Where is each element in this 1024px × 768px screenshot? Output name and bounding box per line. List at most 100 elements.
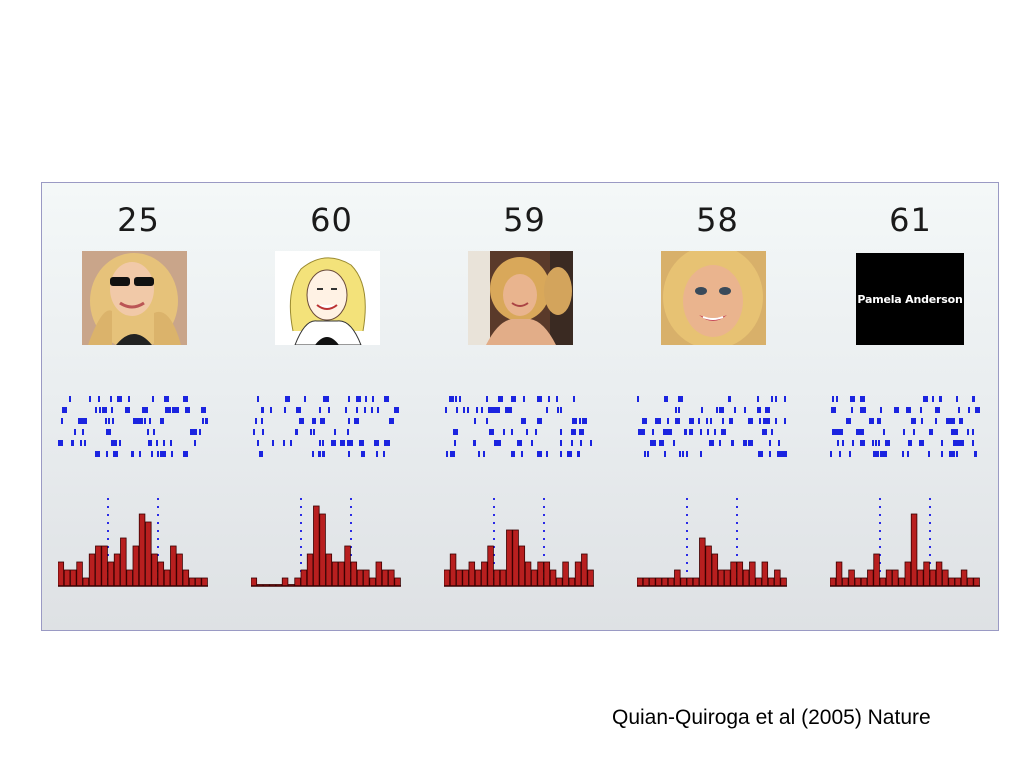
spike-tick <box>719 440 721 446</box>
histogram-bar <box>120 537 127 587</box>
spike-tick <box>675 418 680 424</box>
spike-tick <box>953 429 955 435</box>
spike-tick <box>259 451 261 457</box>
spike-tick <box>374 440 376 446</box>
spike-tick <box>851 407 853 413</box>
spike-tick <box>490 407 492 413</box>
histogram-bar <box>842 577 849 587</box>
spike-tick <box>80 418 85 424</box>
histogram-bar <box>462 569 469 587</box>
histogram-bar <box>319 513 326 587</box>
spike-tick <box>486 418 488 424</box>
histogram-bar <box>126 569 133 587</box>
spike-tick <box>144 418 146 424</box>
spike-tick <box>456 407 458 413</box>
spike-tick <box>322 451 324 457</box>
spike-tick <box>666 396 668 402</box>
spike-tick <box>478 451 480 457</box>
spike-tick <box>455 396 457 402</box>
histogram-bar <box>587 569 594 587</box>
spike-tick <box>691 429 693 435</box>
histogram-bar <box>294 577 301 587</box>
spike-tick <box>701 407 703 413</box>
spike-tick <box>975 407 980 413</box>
spike-tick <box>778 451 783 457</box>
spike-tick <box>903 429 905 435</box>
histogram-bar <box>369 577 376 587</box>
histogram-bar <box>973 577 980 587</box>
spike-tick <box>685 429 687 435</box>
spike-tick <box>371 407 373 413</box>
spike-tick <box>261 451 263 457</box>
spike-tick <box>895 407 897 413</box>
spike-tick <box>322 440 324 446</box>
spike-tick <box>759 418 761 424</box>
spike-tick <box>832 429 834 435</box>
histogram-bar <box>331 561 339 587</box>
spike-tick <box>682 451 684 457</box>
spike-tick <box>119 440 121 446</box>
spike-tick <box>975 451 977 457</box>
histogram-bar <box>655 577 662 587</box>
spike-tick <box>125 407 130 413</box>
spike-tick <box>313 429 315 435</box>
spike-tick <box>765 407 770 413</box>
spike-tick <box>560 440 562 446</box>
histogram-bar <box>667 577 675 587</box>
spike-tick <box>310 429 312 435</box>
spike-tick <box>941 451 943 457</box>
spike-tick <box>678 407 680 413</box>
spike-tick <box>700 451 702 457</box>
histogram-bar <box>300 569 308 587</box>
histogram-bar <box>692 577 700 587</box>
histogram-bar <box>637 577 644 587</box>
spike-tick <box>261 418 263 424</box>
histogram-bar <box>929 569 937 587</box>
histogram-bar <box>686 577 694 587</box>
spike-tick <box>949 451 954 457</box>
spike-tick <box>151 451 153 457</box>
histogram-bar <box>642 577 650 587</box>
spike-raster <box>445 396 592 457</box>
spike-tick <box>115 440 117 446</box>
spike-tick <box>314 418 316 424</box>
spike-tick <box>492 429 494 435</box>
spike-tick <box>389 418 394 424</box>
spike-tick <box>679 451 681 457</box>
spike-tick <box>334 429 336 435</box>
spike-tick <box>202 418 204 424</box>
spike-tick <box>656 418 661 424</box>
spike-tick <box>707 429 709 435</box>
spike-tick <box>710 418 712 424</box>
spike-tick <box>885 440 890 446</box>
spike-tick <box>453 429 458 435</box>
spike-tick <box>877 418 879 424</box>
stimulus-column-5: 61 Pamela Anderson <box>814 183 1007 632</box>
histogram-bar <box>749 561 756 587</box>
histogram-bar <box>780 577 787 587</box>
spike-tick <box>185 407 190 413</box>
spike-tick <box>112 418 114 424</box>
spike-tick <box>758 451 763 457</box>
histogram-bar <box>917 569 924 587</box>
histogram-bar <box>935 561 943 587</box>
spike-tick <box>659 440 664 446</box>
spike-tick <box>778 440 780 446</box>
spike-tick <box>580 440 582 446</box>
spike-tick <box>446 451 448 457</box>
histogram-bar <box>493 569 501 587</box>
spike-tick <box>972 396 974 402</box>
spike-tick <box>537 451 542 457</box>
histogram-bar <box>468 561 476 587</box>
spike-tick <box>647 451 649 457</box>
spike-tick <box>272 440 274 446</box>
spike-tick <box>560 429 562 435</box>
spike-tick <box>364 407 366 413</box>
response-count: 60 <box>310 201 353 239</box>
histogram-bar <box>456 569 463 587</box>
spike-tick <box>839 451 841 457</box>
histogram-bar <box>892 569 899 587</box>
spike-tick <box>879 418 881 424</box>
spike-tick <box>383 451 385 457</box>
spike-raster <box>830 396 980 457</box>
